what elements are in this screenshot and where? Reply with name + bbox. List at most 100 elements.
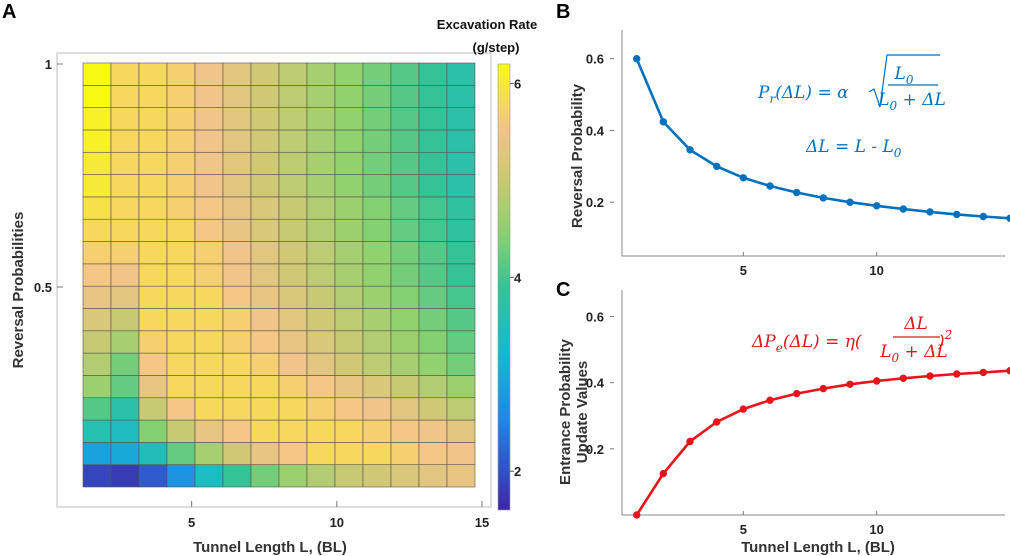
entrance-probability-equation: ΔPe(ΔL) = η( ΔL L0 + ΔL )2: [751, 314, 952, 365]
heatmap-cell: [418, 375, 448, 399]
panel-c-data-point: [819, 384, 827, 393]
heatmap-cell: [306, 308, 336, 332]
heatmap-ticks: 5 10 15 0.5 1: [34, 57, 489, 530]
heatmap-cell: [138, 330, 168, 354]
panel-b-data-point: [979, 212, 987, 221]
panel-b-y-axis-label: Reversal Probability: [569, 83, 586, 228]
heatmap-cell: [82, 375, 112, 399]
heatmap-cell: [390, 285, 420, 309]
heatmap-cell: [390, 196, 420, 220]
panel-b-data-point: [873, 202, 881, 210]
heatmap-cell: [362, 263, 392, 287]
heatmap-cell: [82, 419, 112, 443]
heatmap-cell: [446, 352, 476, 376]
heatmap-cell: [222, 196, 252, 220]
heatmap-cell: [250, 85, 280, 108]
panel-c-x-axis-label: Tunnel Length L, (BL): [741, 539, 895, 556]
heatmap-cell: [362, 285, 392, 309]
heatmap-cell: [82, 151, 112, 175]
eq-c-numerator: ΔL: [903, 314, 928, 334]
heatmap-cell: [446, 241, 476, 265]
heatmap-cell: [334, 85, 364, 108]
heatmap-cell: [110, 442, 140, 465]
heatmap-cell: [138, 285, 168, 309]
heatmap-cell: [194, 352, 224, 376]
heatmap-cell: [250, 62, 280, 86]
heatmap-cell: [306, 375, 336, 399]
heatmap-cell: [334, 174, 364, 198]
heatmap-cell: [110, 174, 140, 198]
heatmap-cell: [278, 397, 308, 421]
heatmap-cell: [418, 308, 448, 332]
heatmap-cell: [390, 464, 420, 488]
heatmap-cell: [362, 308, 392, 332]
heatmap-cell: [418, 263, 448, 287]
panel-c-data-point: [686, 437, 694, 446]
panel-c-points: [633, 367, 1010, 519]
colorbar-title-line1: Excavation Rate: [437, 17, 537, 32]
panel-b-data-point: [899, 205, 907, 213]
heatmap-cell: [82, 397, 112, 421]
colorbar-title-line2: (g/step): [473, 40, 520, 55]
heatmap-cell: [418, 419, 448, 443]
heatmap-cell: [138, 129, 168, 153]
heatmap-cell: [138, 352, 168, 376]
heatmap-cell: [110, 241, 140, 265]
heatmap-cell: [138, 375, 168, 399]
panel-b-data-point: [926, 208, 934, 216]
heatmap-cell: [334, 375, 364, 399]
panel-c-data-point: [953, 370, 961, 378]
heatmap-cell: [222, 464, 252, 488]
heatmap-cell: [446, 308, 476, 332]
heatmap-cell: [110, 397, 140, 421]
heatmap-cell: [390, 308, 420, 332]
eq-c-lhs: ΔPe(ΔL) = η(: [751, 332, 862, 355]
heatmap-cell: [82, 241, 112, 265]
heatmap-cell: [306, 174, 336, 198]
panel-c-data-point: [739, 405, 747, 413]
heatmap-chart: 5 10 15 0.5 1 Tunnel Length L, (BL) Reversal…: [10, 17, 537, 556]
heatmap-cell: [390, 62, 420, 86]
heatmap-cell: [82, 218, 112, 242]
heatmap-cell: [82, 285, 112, 309]
eq-b-den-l: L: [877, 90, 889, 110]
heatmap-cell: [306, 285, 336, 309]
heatmap-cell: [138, 174, 168, 198]
heatmap-cell: [194, 241, 224, 265]
eq-b2-sub: 0: [894, 146, 902, 160]
heatmap-cell: [110, 375, 140, 399]
heatmap-cell: [278, 85, 308, 108]
heatmap-cell: [250, 151, 280, 175]
heatmap-cell: [362, 375, 392, 399]
heatmap-cell: [334, 263, 364, 287]
heatmap-cell: [82, 85, 112, 108]
heatmap-cell: [222, 352, 252, 376]
heatmap-cell: [194, 330, 224, 354]
heatmap-cell: [138, 419, 168, 443]
panel-c-data-point: [979, 368, 987, 377]
heatmap-cell: [110, 218, 140, 242]
eq-c-sup: 2: [944, 328, 953, 342]
eq-b-arg: (ΔL) = α: [775, 83, 849, 103]
heatmap-cell: [110, 263, 140, 287]
panel-c-x-tick-label: 5: [740, 522, 747, 537]
heatmap-cell: [362, 151, 392, 175]
heatmap-cell: [446, 196, 476, 220]
heatmap-cell: [278, 218, 308, 242]
panel-c-y-tick-label: 0.4: [586, 376, 605, 391]
heatmap-cell: [278, 151, 308, 175]
heatmap-cell: [446, 464, 476, 488]
heatmap-cell: [446, 129, 476, 153]
heatmap-cell: [362, 464, 392, 488]
heatmap-cell: [278, 241, 308, 265]
panel-c-data-point: [846, 380, 854, 388]
heatmap-cell: [250, 129, 280, 153]
heatmap-cell: [334, 419, 364, 443]
heatmap-cell: [446, 419, 476, 443]
heatmap-x-tick-label: 15: [475, 515, 489, 530]
heatmap-cell: [306, 352, 336, 376]
panel-c-axes: [621, 290, 1005, 516]
heatmap-cell: [390, 442, 420, 465]
heatmap-cell: [82, 464, 112, 488]
heatmap-cell: [194, 62, 224, 86]
